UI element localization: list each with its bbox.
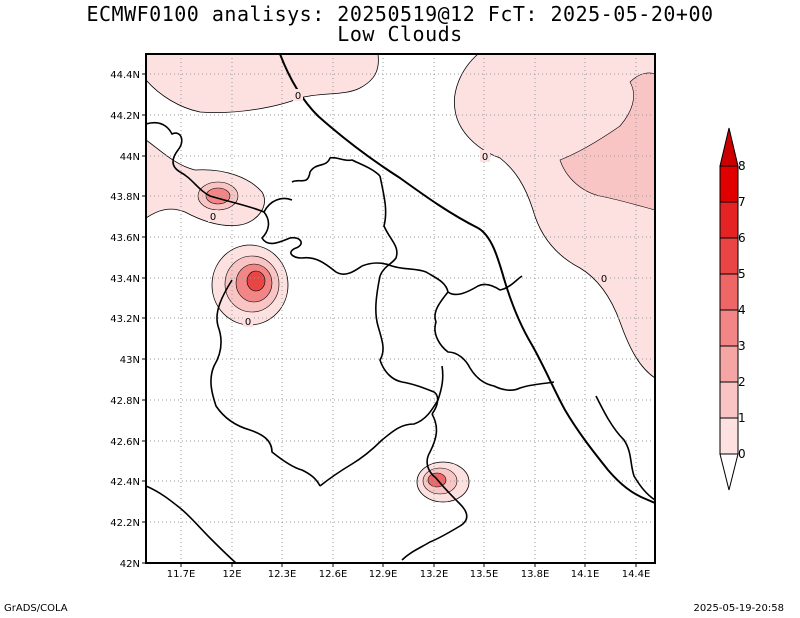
colorbar-label: 8 xyxy=(738,159,746,173)
lat-tick-label: 43.8N xyxy=(110,192,140,203)
lon-tick-label: 11.7E xyxy=(167,569,196,580)
colorbar-label: 0 xyxy=(738,447,746,461)
lat-tick-label: 44.4N xyxy=(110,70,140,81)
cloud-area-east xyxy=(454,54,655,379)
border-region-6 xyxy=(210,279,321,487)
colorbar-segment-6-7 xyxy=(719,201,739,239)
cloud-cell-2-core xyxy=(246,270,266,292)
colorbar-segment-1-2 xyxy=(719,381,739,419)
border-region-5 xyxy=(434,291,555,391)
border-region-7 xyxy=(319,365,444,487)
border-region-10 xyxy=(146,485,237,563)
cloud-area-west xyxy=(146,139,265,227)
title-line-2: Low Clouds xyxy=(337,22,463,46)
colorbar-label: 5 xyxy=(738,267,746,281)
latitude-ticks xyxy=(142,73,146,564)
lon-tick-label: 12E xyxy=(222,569,241,580)
footer-credit: GrADS/COLA xyxy=(4,603,68,614)
border-region-11 xyxy=(595,395,655,501)
lon-tick-label: 14.1E xyxy=(571,569,600,580)
border-region-9 xyxy=(401,413,468,561)
colorbar-segment-2-3 xyxy=(719,345,739,383)
colorbar: 0 1 2 3 4 5 6 7 8 xyxy=(719,127,746,491)
colorbar-label: 6 xyxy=(738,231,746,245)
border-region-2 xyxy=(261,211,363,275)
latitude-axis: 44.4N 44.2N 44N 43.8N 43.6N 43.4N 43.2N … xyxy=(110,70,140,570)
coastline xyxy=(279,54,655,504)
lat-tick-label: 42.2N xyxy=(110,518,140,529)
colorbar-label: 7 xyxy=(738,195,746,209)
colorbar-top-arrow xyxy=(719,127,739,167)
boundaries xyxy=(146,54,655,563)
contour-labels: 0 0 0 0 0 xyxy=(208,89,609,328)
longitude-ticks xyxy=(180,563,637,567)
colorbar-segment-0-1 xyxy=(719,417,739,455)
lat-tick-label: 43N xyxy=(120,355,140,366)
lon-tick-label: 12.3E xyxy=(268,569,297,580)
colorbar-label: 2 xyxy=(738,375,746,389)
colorbar-segment-7-8 xyxy=(719,165,739,203)
title-line-1: ECMWF0100 analisys: 20250519@12 FcT: 202… xyxy=(86,2,714,26)
border-region-4 xyxy=(379,175,398,277)
lat-tick-label: 43.6N xyxy=(110,233,140,244)
border-region-1 xyxy=(291,156,381,183)
contour-label: 0 xyxy=(482,152,488,163)
footer-timestamp: 2025-05-19-20:58 xyxy=(693,603,784,614)
lon-tick-label: 13.2E xyxy=(420,569,449,580)
colorbar-label: 3 xyxy=(738,339,746,353)
lat-tick-label: 42.4N xyxy=(110,477,140,488)
lat-tick-label: 43.2N xyxy=(110,314,140,325)
contour-label: 0 xyxy=(601,274,607,285)
lon-tick-label: 12.6E xyxy=(319,569,348,580)
lat-tick-label: 42.8N xyxy=(110,396,140,407)
colorbar-segment-3-4 xyxy=(719,309,739,347)
colorbar-bottom-arrow xyxy=(719,453,739,491)
colorbar-segment-5-6 xyxy=(719,237,739,275)
lat-tick-label: 42N xyxy=(120,559,140,570)
cloud-shading xyxy=(146,54,655,503)
lat-tick-label: 44N xyxy=(120,152,140,163)
lon-tick-label: 13.8E xyxy=(521,569,550,580)
lon-tick-label: 12.9E xyxy=(369,569,398,580)
colorbar-label: 1 xyxy=(738,411,746,425)
colorbar-label: 4 xyxy=(738,303,746,317)
longitude-axis: 11.7E 12E 12.3E 12.6E 12.9E 13.2E 13.5E … xyxy=(167,569,651,580)
contour-label: 0 xyxy=(245,317,251,328)
contour-label: 0 xyxy=(295,91,301,102)
lon-tick-label: 14.4E xyxy=(622,569,651,580)
map-frame xyxy=(145,53,656,564)
lat-tick-label: 42.6N xyxy=(110,437,140,448)
lon-tick-label: 13.5E xyxy=(470,569,499,580)
border-region-8 xyxy=(375,275,439,415)
contour-label: 0 xyxy=(210,212,216,223)
lat-tick-label: 44.2N xyxy=(110,111,140,122)
colorbar-segment-4-5 xyxy=(719,273,739,311)
lat-tick-label: 43.4N xyxy=(110,274,140,285)
cloud-area-east-dense xyxy=(559,72,655,211)
